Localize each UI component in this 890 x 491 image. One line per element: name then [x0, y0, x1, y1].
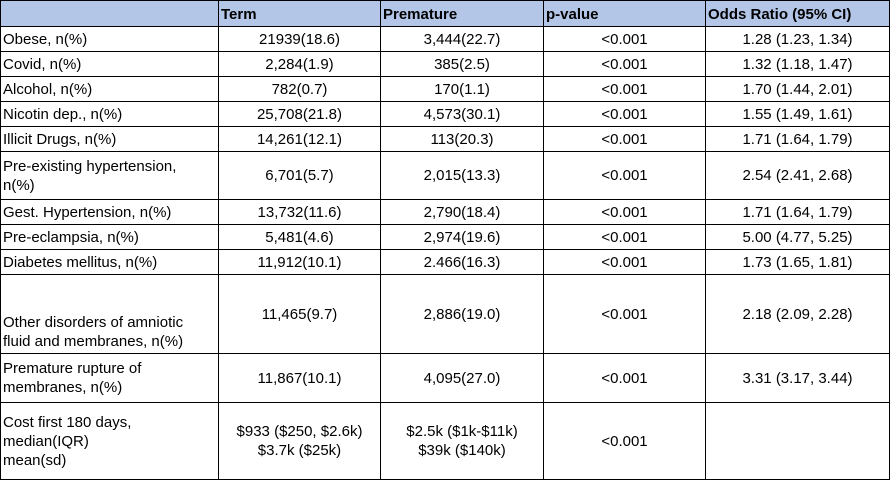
row-label-line: Pre-existing hypertension, — [3, 157, 177, 175]
row-label: Cost first 180 days, median(IQR) mean(sd… — [0, 402, 219, 480]
term-value: 13,732(11.6) — [218, 199, 381, 225]
odds-ratio-value: 2.54 (2.41, 2.68) — [705, 151, 890, 200]
row-label-line: Other disorders of amniotic — [3, 314, 184, 331]
term-value: 11,867(10.1) — [218, 353, 381, 403]
table-row: Pre-existing hypertension, n(%) 6,701(5.… — [0, 151, 890, 200]
header-cell-p-value: p-value — [543, 0, 706, 27]
p-value: <0.001 — [543, 274, 706, 354]
row-label-line: median(IQR) — [3, 432, 89, 450]
p-value: <0.001 — [543, 26, 706, 52]
results-table: Term Premature p-value Odds Ratio (95% C… — [0, 0, 890, 480]
term-value: $933 ($250, $2.6k) $3.7k ($25k) — [218, 402, 381, 480]
odds-ratio-value: 5.00 (4.77, 5.25) — [705, 224, 890, 250]
row-label-line: Premature rupture of — [3, 360, 142, 377]
premature-value: $2.5k ($1k-$11k) $39k ($140k) — [380, 402, 544, 480]
table-row: Illicit Drugs, n(%) 14,261(12.1) 113(20.… — [0, 126, 890, 152]
premature-value: 4,095(27.0) — [380, 353, 544, 403]
table-row: Nicotin dep., n(%) 25,708(21.8) 4,573(30… — [0, 101, 890, 127]
odds-ratio-value — [705, 402, 890, 480]
term-value: 14,261(12.1) — [218, 126, 381, 152]
p-value: <0.001 — [543, 249, 706, 275]
odds-ratio-value: 1.71 (1.64, 1.79) — [705, 126, 890, 152]
odds-ratio-value: 1.28 (1.23, 1.34) — [705, 26, 890, 52]
row-label-line: n(%) — [3, 176, 35, 194]
premature-value: 2,974(19.6) — [380, 224, 544, 250]
table-row: Pre-eclampsia, n(%) 5,481(4.6) 2,974(19.… — [0, 224, 890, 250]
row-label: Obese, n(%) — [0, 26, 219, 52]
premature-value: 2,015(13.3) — [380, 151, 544, 200]
p-value: <0.001 — [543, 402, 706, 480]
odds-ratio-value: 1.71 (1.64, 1.79) — [705, 199, 890, 225]
odds-ratio-value: 1.73 (1.65, 1.81) — [705, 249, 890, 275]
row-label: Covid, n(%) — [0, 51, 219, 77]
term-value: 25,708(21.8) — [218, 101, 381, 127]
row-label: Diabetes mellitus, n(%) — [0, 249, 219, 275]
premature-value: 2,886(19.0) — [380, 274, 544, 354]
term-value: 5,481(4.6) — [218, 224, 381, 250]
table-row: Diabetes mellitus, n(%) 11,912(10.1) 2.4… — [0, 249, 890, 275]
row-label: Illicit Drugs, n(%) — [0, 126, 219, 152]
table-row: Cost first 180 days, median(IQR) mean(sd… — [0, 402, 890, 480]
odds-ratio-value: 3.31 (3.17, 3.44) — [705, 353, 890, 403]
term-value: 6,701(5.7) — [218, 151, 381, 200]
header-cell-odds-ratio: Odds Ratio (95% CI) — [705, 0, 890, 27]
premature-median: $2.5k ($1k-$11k) — [406, 423, 518, 440]
row-label: Premature rupture of membranes, n(%) — [0, 353, 219, 403]
premature-value: 3,444(22.7) — [380, 26, 544, 52]
header-cell-term: Term — [218, 0, 381, 27]
term-mean: $3.7k ($25k) — [257, 442, 342, 459]
row-label-line: membranes, n(%) — [3, 379, 123, 396]
row-label: Pre-existing hypertension, n(%) — [0, 151, 219, 200]
p-value: <0.001 — [543, 101, 706, 127]
row-label: Nicotin dep., n(%) — [0, 101, 219, 127]
odds-ratio-value: 1.32 (1.18, 1.47) — [705, 51, 890, 77]
term-value: 11,912(10.1) — [218, 249, 381, 275]
odds-ratio-value: 2.18 (2.09, 2.28) — [705, 274, 890, 354]
odds-ratio-value: 1.70 (1.44, 2.01) — [705, 76, 890, 102]
premature-value: 170(1.1) — [380, 76, 544, 102]
p-value: <0.001 — [543, 76, 706, 102]
p-value: <0.001 — [543, 199, 706, 225]
table-row: Other disorders of amniotic fluid and me… — [0, 274, 890, 354]
header-cell-premature: Premature — [380, 0, 544, 27]
premature-mean: $39k ($140k) — [418, 442, 506, 459]
row-label: Gest. Hypertension, n(%) — [0, 199, 219, 225]
premature-value: 4,573(30.1) — [380, 101, 544, 127]
premature-value: 2,790(18.4) — [380, 199, 544, 225]
premature-value: 385(2.5) — [380, 51, 544, 77]
header-cell-blank — [0, 0, 219, 27]
table-row: Alcohol, n(%) 782(0.7) 170(1.1) <0.001 1… — [0, 76, 890, 102]
premature-value: 2.466(16.3) — [380, 249, 544, 275]
premature-value: 113(20.3) — [380, 126, 544, 152]
term-value: 782(0.7) — [218, 76, 381, 102]
p-value: <0.001 — [543, 151, 706, 200]
term-value: 2,284(1.9) — [218, 51, 381, 77]
row-label-line: fluid and membranes, n(%) — [3, 333, 184, 350]
table-row: Gest. Hypertension, n(%) 13,732(11.6) 2,… — [0, 199, 890, 225]
term-median: $933 ($250, $2.6k) — [236, 423, 363, 440]
row-label-line: Cost first 180 days, — [3, 413, 132, 431]
header-row: Term Premature p-value Odds Ratio (95% C… — [0, 0, 890, 27]
term-value: 21939(18.6) — [218, 26, 381, 52]
p-value: <0.001 — [543, 353, 706, 403]
table-row: Premature rupture of membranes, n(%) 11,… — [0, 353, 890, 403]
p-value: <0.001 — [543, 51, 706, 77]
row-label: Other disorders of amniotic fluid and me… — [0, 274, 219, 354]
p-value: <0.001 — [543, 224, 706, 250]
p-value: <0.001 — [543, 126, 706, 152]
odds-ratio-value: 1.55 (1.49, 1.61) — [705, 101, 890, 127]
row-label: Pre-eclampsia, n(%) — [0, 224, 219, 250]
row-label-line: mean(sd) — [3, 451, 67, 469]
row-label: Alcohol, n(%) — [0, 76, 219, 102]
table-row: Covid, n(%) 2,284(1.9) 385(2.5) <0.001 1… — [0, 51, 890, 77]
table-row: Obese, n(%) 21939(18.6) 3,444(22.7) <0.0… — [0, 26, 890, 52]
term-value: 11,465(9.7) — [218, 274, 381, 354]
